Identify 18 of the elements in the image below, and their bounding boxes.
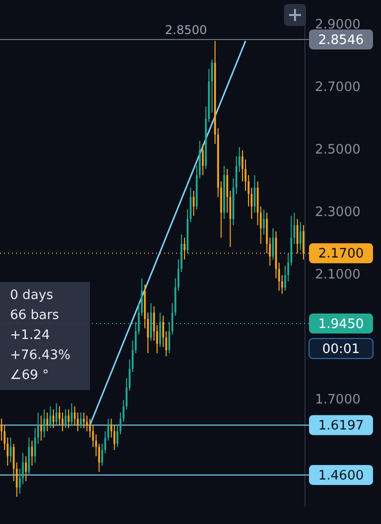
y-tick-label: 2.5000 bbox=[315, 142, 360, 158]
text: 00:01 bbox=[322, 342, 360, 357]
ref-line-label: 2.8546 bbox=[318, 32, 364, 48]
annotation: ∠69 ° bbox=[10, 367, 50, 385]
ref-line-label: 1.6197 bbox=[318, 418, 364, 434]
y-tick-label: 1.7000 bbox=[315, 392, 360, 408]
y-tick-label: 2.7000 bbox=[315, 80, 360, 96]
annotation: +1.24 bbox=[10, 327, 51, 345]
annotation: 66 bars bbox=[10, 307, 60, 325]
annotation: 2.8500 bbox=[165, 23, 208, 38]
ref-line-label: 2.1700 bbox=[318, 246, 364, 262]
y-tick-label: 2.1000 bbox=[315, 267, 360, 282]
y-tick-label: 2.3000 bbox=[315, 205, 360, 220]
annotation: 0 days bbox=[10, 287, 54, 305]
ref-line-label: 1.4600 bbox=[318, 468, 364, 484]
y-tick-label: 2.9000 bbox=[315, 18, 360, 33]
annotation: +76.43% bbox=[10, 347, 72, 365]
ref-line-label: 1.9450 bbox=[318, 316, 364, 332]
